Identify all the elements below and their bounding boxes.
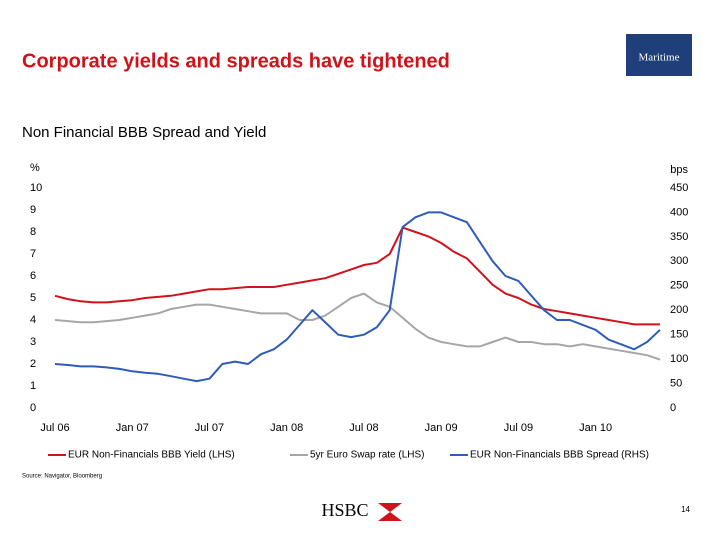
- x-tick-label: Jan 08: [270, 422, 303, 434]
- y2-tick-label: 400: [670, 206, 688, 218]
- y2-tick-label: 450: [670, 182, 688, 194]
- legend-label: EUR Non-Financials BBB Spread (RHS): [470, 450, 649, 461]
- x-tick-label: Jan 07: [116, 422, 149, 434]
- y-tick-label: 4: [30, 314, 36, 326]
- y-tick-label: 5: [30, 292, 36, 304]
- y-tick-label: 3: [30, 336, 36, 348]
- source: Source: Navigator, Bloomberg: [22, 474, 102, 480]
- y-tick-label: 1: [30, 380, 36, 392]
- y2-tick-label: 300: [670, 255, 688, 267]
- x-tick-label: Jul 09: [504, 422, 533, 434]
- series-line: [54, 292, 661, 361]
- brand-mark: [378, 503, 402, 521]
- legend-label: EUR Non-Financials BBB Yield (LHS): [68, 450, 235, 461]
- y2-tick-label: 100: [670, 353, 688, 365]
- y-tick-label: 2: [30, 358, 36, 370]
- y2-tick-label: 350: [670, 231, 688, 243]
- x-tick-label: Jul 08: [349, 422, 378, 434]
- y2-tick-label: 0: [670, 402, 676, 414]
- logo-box: [626, 34, 692, 76]
- x-tick-label: Jul 07: [195, 422, 224, 434]
- y2-tick-label: 200: [670, 304, 688, 316]
- y-tick-label: 0: [30, 402, 36, 414]
- y2-axis-label: bps: [670, 164, 688, 176]
- y2-tick-label: 150: [670, 329, 688, 341]
- slide-title: Corporate yields and spreads have tighte…: [22, 50, 450, 72]
- y-tick-label: 8: [30, 226, 36, 238]
- chart-title: Non Financial BBB Spread and Yield: [22, 124, 266, 141]
- legend-label: 5yr Euro Swap rate (LHS): [310, 450, 425, 461]
- logo-text: Maritime: [639, 52, 680, 64]
- y-tick-label: 6: [30, 270, 36, 282]
- x-tick-label: Jan 10: [579, 422, 612, 434]
- series-line: [54, 211, 661, 383]
- x-tick-label: Jan 09: [425, 422, 458, 434]
- page-number: 14: [681, 505, 690, 514]
- y2-tick-label: 50: [670, 377, 682, 389]
- y-tick-label: 7: [30, 248, 36, 260]
- y-axis-label: %: [30, 162, 40, 174]
- y2-tick-label: 250: [670, 280, 688, 292]
- series-line: [54, 226, 660, 326]
- footer-brand: HSBC: [321, 500, 368, 520]
- y-tick-label: 9: [30, 204, 36, 216]
- y-tick-label: 10: [30, 182, 42, 194]
- x-tick-label: Jul 06: [40, 422, 69, 434]
